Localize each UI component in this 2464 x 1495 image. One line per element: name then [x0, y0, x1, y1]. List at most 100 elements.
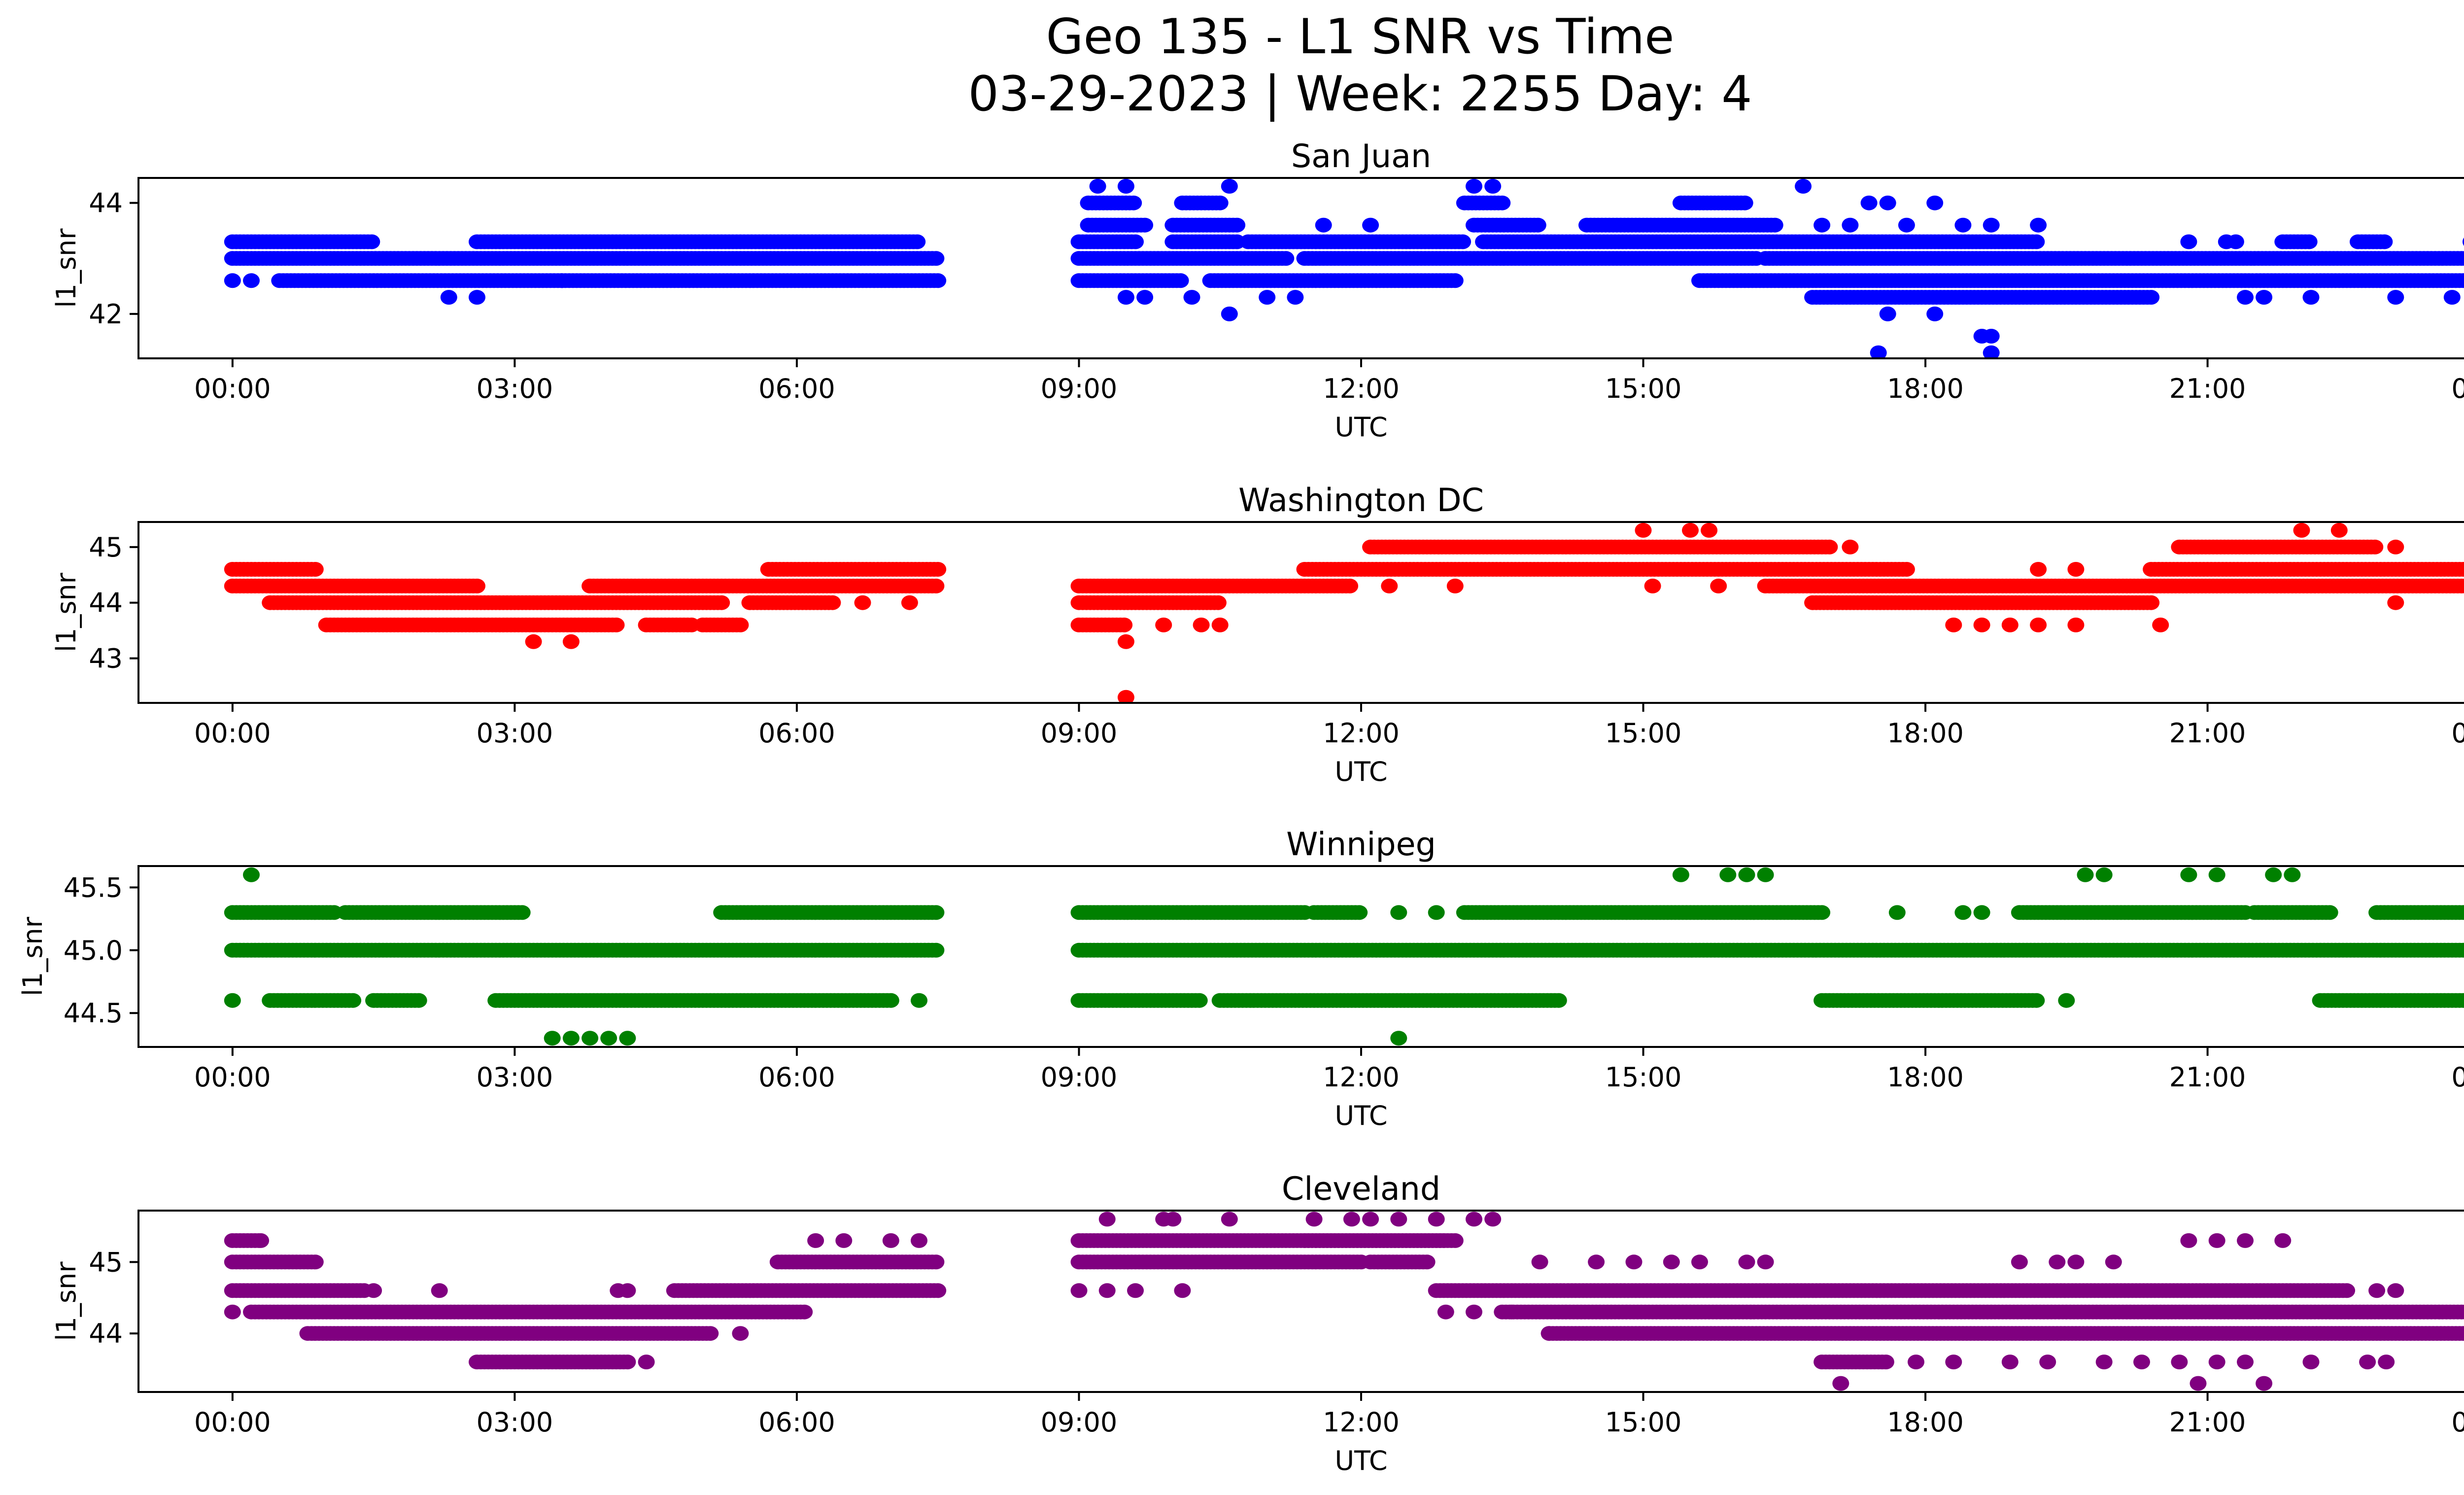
data-point — [2387, 539, 2404, 555]
x-tick-label: 00:00 — [194, 373, 271, 404]
data-point — [2330, 522, 2348, 538]
data-point — [2459, 943, 2464, 957]
data-point — [2180, 234, 2197, 249]
data-point — [1183, 290, 1200, 305]
data-point — [2227, 234, 2244, 249]
data-point — [2459, 993, 2464, 1008]
x-tick-label: 06:00 — [758, 718, 835, 749]
x-tick-label: 18:00 — [1887, 1062, 1964, 1093]
data-point — [927, 905, 945, 920]
data-point — [1351, 905, 1368, 920]
x-tick-label: 15:00 — [1605, 373, 1682, 404]
data-point — [1682, 522, 1699, 538]
data-point — [2256, 290, 2273, 305]
data-point — [1710, 578, 1727, 593]
y-tick-label: 45.0 — [64, 935, 123, 966]
data-point — [2459, 905, 2464, 920]
x-tick-label: 21:00 — [2169, 373, 2246, 404]
data-point — [2387, 595, 2404, 610]
data-point — [224, 993, 241, 1008]
data-point — [1390, 1031, 1407, 1046]
data-point — [1879, 306, 1896, 321]
data-point — [854, 595, 871, 610]
data-point — [911, 993, 927, 1008]
data-point — [1701, 522, 1718, 538]
data-point — [1193, 617, 1210, 632]
data-point — [2028, 993, 2045, 1008]
data-point — [2366, 539, 2384, 555]
data-point — [1125, 195, 1142, 210]
data-point — [1155, 617, 1172, 632]
data-point — [1446, 273, 1464, 288]
data-point — [243, 273, 260, 288]
data-point — [929, 1283, 947, 1298]
subplot-title: Winnipeg — [1286, 826, 1436, 863]
data-point — [363, 234, 380, 249]
y-axis-label: l1_snr — [51, 572, 82, 652]
y-tick-label: 45.5 — [64, 872, 123, 903]
data-point — [927, 942, 945, 958]
data-point — [1926, 306, 1944, 321]
data-point — [307, 1254, 324, 1270]
data-point — [1484, 178, 1502, 194]
data-point — [224, 273, 241, 288]
data-point — [2302, 290, 2320, 305]
data-point — [1211, 195, 1229, 210]
data-point — [1898, 217, 1915, 233]
x-tick-label: 12:00 — [1323, 1062, 1400, 1093]
data-point — [562, 634, 580, 649]
data-point — [2463, 237, 2464, 246]
data-point — [1127, 234, 1144, 249]
data-point — [2143, 290, 2160, 305]
data-point — [1898, 562, 1915, 577]
data-point — [513, 905, 531, 920]
data-point — [2152, 617, 2169, 632]
data-point — [2376, 234, 2393, 249]
data-point — [1418, 1254, 1436, 1270]
data-point — [562, 1031, 580, 1046]
data-point — [1736, 195, 1753, 210]
data-point — [1435, 1233, 1452, 1248]
data-point — [1494, 195, 1511, 210]
data-point — [713, 595, 730, 610]
figure-title-line2: 03-29-2023 | Week: 2255 Day: 4 — [968, 66, 1752, 122]
x-tick-label: 03:00 — [477, 718, 553, 749]
data-point — [2030, 562, 2047, 577]
data-point — [544, 1031, 561, 1046]
data-point — [1888, 905, 1906, 920]
data-point — [1191, 993, 1208, 1008]
x-tick-label: 21:00 — [2169, 1062, 2246, 1093]
data-point — [1973, 617, 1990, 632]
data-point — [2387, 290, 2404, 305]
data-point — [2143, 595, 2160, 610]
data-point — [1550, 993, 1567, 1008]
x-tick-label: 00:00 — [2451, 373, 2464, 404]
data-point — [2001, 617, 2019, 632]
data-point — [901, 595, 918, 610]
data-point — [2463, 565, 2464, 574]
x-tick-label: 03:00 — [477, 373, 553, 404]
data-point — [2067, 562, 2085, 577]
x-tick-label: 15:00 — [1605, 1062, 1682, 1093]
data-point — [927, 251, 945, 266]
data-point — [824, 595, 841, 610]
scatter-series — [224, 178, 2464, 358]
data-point — [2095, 867, 2113, 882]
data-point — [1529, 217, 1546, 233]
x-tick-label: 03:00 — [477, 1062, 553, 1093]
data-point — [1738, 867, 1755, 882]
x-tick-label: 09:00 — [1041, 1062, 1118, 1093]
data-point — [1117, 178, 1134, 194]
y-tick-label: 42 — [89, 299, 123, 330]
x-tick-label: 18:00 — [1887, 373, 1964, 404]
data-point — [619, 1031, 636, 1046]
data-point — [929, 562, 947, 577]
data-point — [2030, 617, 2047, 632]
data-point — [1814, 905, 1831, 920]
data-point — [1172, 273, 1189, 288]
data-point — [469, 578, 485, 593]
data-point — [1362, 217, 1379, 233]
